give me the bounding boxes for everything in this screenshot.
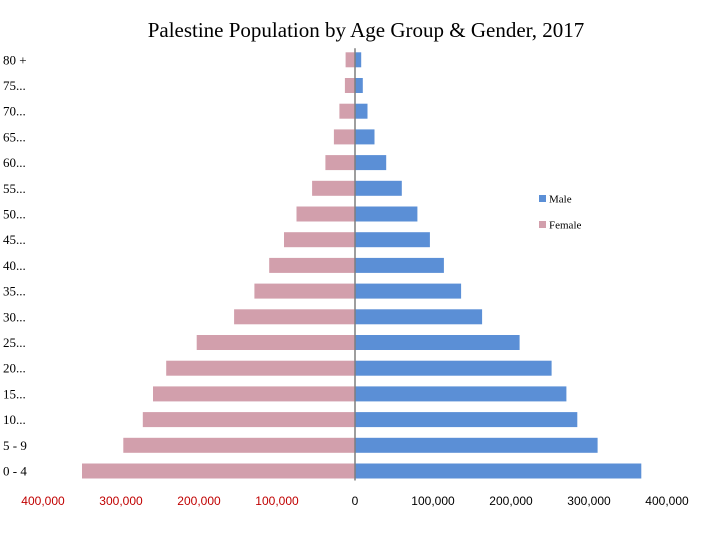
- category-label: 40...: [3, 258, 26, 273]
- x-tick-labels: 400,000 300,000 200,000 100,000 0 100,000 200,…: [21, 494, 689, 508]
- legend-label-male: Male: [549, 194, 572, 206]
- bar-male-13: [355, 129, 375, 145]
- bar-female-12: [325, 155, 355, 171]
- bar-female-11: [312, 180, 355, 196]
- x-tick-label: 400,000: [21, 494, 65, 508]
- legend: Male Female: [539, 194, 581, 232]
- bar-male-16: [355, 52, 362, 68]
- category-label: 25...: [3, 335, 26, 350]
- category-label: 5 - 9: [3, 438, 27, 453]
- x-tick-label: 400,000: [645, 494, 689, 508]
- bar-male-4: [355, 360, 552, 376]
- legend-swatch-female: [539, 221, 546, 228]
- bar-male-8: [355, 257, 444, 273]
- bar-female-9: [284, 232, 355, 248]
- bar-male-12: [355, 155, 387, 171]
- bar-female-7: [254, 283, 355, 299]
- legend-label-female: Female: [549, 220, 581, 232]
- bar-male-5: [355, 335, 520, 350]
- category-label: 20...: [3, 361, 26, 376]
- bar-female-4: [166, 360, 355, 376]
- bar-female-13: [333, 129, 355, 145]
- x-tick-label: 200,000: [177, 494, 221, 508]
- bar-male-2: [355, 412, 578, 428]
- category-label: 45...: [3, 232, 26, 247]
- x-tick-label: 100,000: [411, 494, 455, 508]
- bar-male-11: [355, 180, 402, 196]
- bar-male-0: [355, 463, 642, 479]
- category-label: 30...: [3, 309, 26, 324]
- category-label: 15...: [3, 386, 26, 401]
- bar-female-0: [82, 463, 355, 479]
- category-label: 55...: [3, 181, 26, 196]
- category-label: 50...: [3, 207, 26, 222]
- category-label: 35...: [3, 284, 26, 299]
- bar-female-16: [345, 52, 355, 68]
- bar-female-6: [234, 309, 355, 325]
- bar-female-15: [344, 78, 355, 93]
- bar-female-2: [142, 412, 355, 428]
- bar-female-8: [269, 257, 355, 273]
- x-tick-label: 100,000: [255, 494, 299, 508]
- category-label: 80 +: [3, 52, 27, 67]
- category-label: 0 - 4: [3, 464, 27, 479]
- bar-female-10: [296, 206, 355, 222]
- bar-male-3: [355, 386, 567, 402]
- bar-male-14: [355, 103, 368, 119]
- bar-female-3: [153, 386, 355, 402]
- category-labels: 0 - 4 5 - 9 10... 15... 20... 25... 30... 35...…: [3, 52, 27, 478]
- chart-title: Palestine Population by Age Group & Gend…: [147, 18, 585, 42]
- x-tick-label: 300,000: [567, 494, 611, 508]
- bar-female-14: [339, 103, 355, 119]
- bar-male-6: [355, 309, 483, 325]
- category-label: 60...: [3, 155, 26, 170]
- category-label: 75...: [3, 78, 26, 93]
- x-tick-label: 0: [352, 494, 359, 508]
- legend-swatch-male: [539, 195, 546, 202]
- bar-male-1: [355, 437, 598, 453]
- bar-male-7: [355, 283, 462, 299]
- bar-female-1: [123, 437, 355, 453]
- x-tick-label: 300,000: [99, 494, 143, 508]
- category-label: 65...: [3, 129, 26, 144]
- category-label: 70...: [3, 104, 26, 119]
- bars-layer: [82, 52, 642, 479]
- bar-male-9: [355, 232, 430, 248]
- category-label: 10...: [3, 412, 26, 427]
- bar-male-10: [355, 206, 418, 222]
- bar-female-5: [196, 335, 355, 350]
- bar-male-15: [355, 78, 363, 93]
- x-tick-label: 200,000: [489, 494, 533, 508]
